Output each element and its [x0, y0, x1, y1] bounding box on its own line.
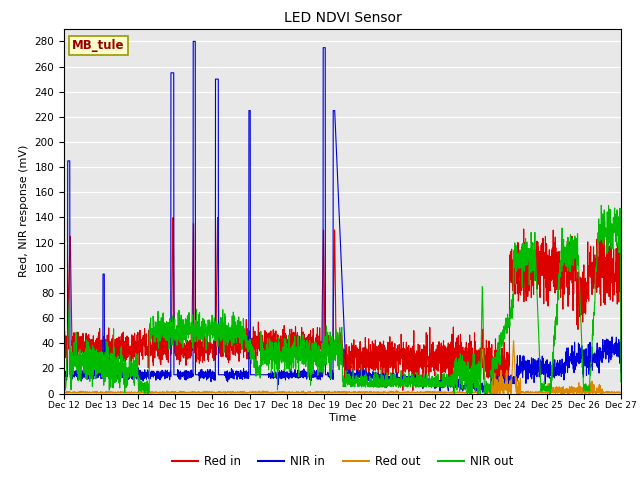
NIR out	[124, 383, 131, 388]
NIR in	[482, 391, 490, 396]
Red in	[169, 215, 177, 220]
Text: MB_tule: MB_tule	[72, 39, 125, 52]
Red in	[274, 332, 282, 337]
NIR in	[617, 370, 625, 375]
Title: LED NDVI Sensor: LED NDVI Sensor	[284, 11, 401, 25]
Red out	[60, 390, 68, 396]
NIR in	[547, 359, 554, 365]
Red out	[298, 389, 305, 395]
Line: NIR out: NIR out	[64, 205, 621, 394]
Red out	[157, 389, 164, 395]
Red out	[617, 390, 625, 396]
NIR out	[298, 356, 306, 361]
Red in	[157, 339, 164, 345]
Line: Red out: Red out	[64, 341, 621, 394]
Legend: Red in, NIR in, Red out, NIR out: Red in, NIR in, Red out, NIR out	[167, 451, 518, 473]
Red in	[547, 288, 554, 293]
Red in	[617, 344, 625, 349]
Red in	[60, 357, 68, 363]
NIR out	[274, 344, 282, 349]
NIR in	[298, 373, 306, 379]
NIR out	[143, 391, 151, 396]
Red in	[409, 387, 417, 393]
NIR in	[124, 373, 131, 379]
NIR in	[606, 350, 614, 356]
Line: Red in: Red in	[64, 217, 621, 390]
NIR in	[274, 370, 282, 375]
Red out	[509, 338, 517, 344]
Red out	[124, 389, 131, 395]
NIR in	[60, 367, 68, 372]
Red out	[274, 389, 282, 395]
Red in	[298, 352, 306, 358]
NIR out	[606, 230, 614, 236]
Red out	[547, 385, 554, 391]
NIR out	[60, 387, 68, 393]
Line: NIR in: NIR in	[64, 41, 621, 394]
Red in	[124, 354, 131, 360]
Y-axis label: Red, NIR response (mV): Red, NIR response (mV)	[19, 145, 29, 277]
Red in	[606, 288, 614, 293]
NIR in	[189, 38, 197, 44]
NIR out	[157, 330, 164, 336]
Red out	[487, 391, 495, 396]
NIR out	[546, 386, 554, 392]
NIR out	[617, 379, 625, 384]
Red out	[606, 390, 614, 396]
NIR in	[157, 372, 164, 377]
NIR out	[598, 203, 605, 208]
X-axis label: Time: Time	[329, 413, 356, 423]
